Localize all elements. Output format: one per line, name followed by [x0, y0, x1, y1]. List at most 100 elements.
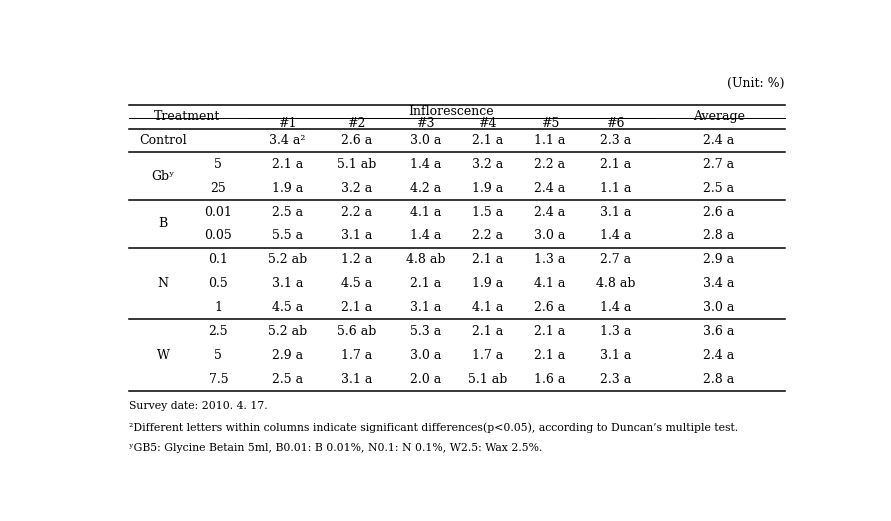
Text: 2.5 a: 2.5 a — [272, 373, 303, 386]
Text: 2.4 a: 2.4 a — [703, 349, 735, 362]
Text: 2.6 a: 2.6 a — [703, 206, 735, 218]
Text: Average: Average — [693, 110, 745, 123]
Text: 1.3 a: 1.3 a — [535, 253, 566, 266]
Text: #2: #2 — [347, 117, 365, 130]
Text: 2.3 a: 2.3 a — [600, 134, 631, 147]
Text: 5.2 ab: 5.2 ab — [268, 253, 307, 266]
Text: 1.1 a: 1.1 a — [600, 182, 631, 195]
Text: 1.4 a: 1.4 a — [410, 158, 441, 171]
Text: Survey date: 2010. 4. 17.: Survey date: 2010. 4. 17. — [128, 401, 267, 411]
Text: ²Different letters within columns indicate significant differences(p<0.05), acco: ²Different letters within columns indica… — [128, 422, 738, 432]
Text: 2.8 a: 2.8 a — [703, 229, 735, 242]
Text: 1.5 a: 1.5 a — [472, 206, 503, 218]
Text: #1: #1 — [278, 117, 297, 130]
Text: 2.1 a: 2.1 a — [535, 349, 566, 362]
Text: 0.1: 0.1 — [208, 253, 228, 266]
Text: 2.1 a: 2.1 a — [600, 158, 631, 171]
Text: 2.2 a: 2.2 a — [472, 229, 503, 242]
Text: 2.1 a: 2.1 a — [472, 325, 503, 338]
Text: 2.1 a: 2.1 a — [410, 277, 441, 290]
Text: 3.6 a: 3.6 a — [703, 325, 735, 338]
Text: 2.2 a: 2.2 a — [535, 158, 566, 171]
Text: 2.9 a: 2.9 a — [704, 253, 734, 266]
Text: 1.3 a: 1.3 a — [600, 325, 631, 338]
Text: 2.7 a: 2.7 a — [704, 158, 734, 171]
Text: #3: #3 — [416, 117, 435, 130]
Text: 3.1 a: 3.1 a — [600, 349, 631, 362]
Text: #6: #6 — [606, 117, 625, 130]
Text: 3.1 a: 3.1 a — [410, 301, 441, 314]
Text: 4.2 a: 4.2 a — [410, 182, 441, 195]
Text: 1.4 a: 1.4 a — [410, 229, 441, 242]
Text: B: B — [159, 217, 168, 230]
Text: 0.05: 0.05 — [205, 229, 233, 242]
Text: Gbʸ: Gbʸ — [151, 170, 175, 183]
Text: 7.5: 7.5 — [208, 373, 228, 386]
Text: 5: 5 — [215, 158, 223, 171]
Text: ʸGB5: Glycine Betain 5ml, B0.01: B 0.01%, N0.1: N 0.1%, W2.5: Wax 2.5%.: ʸGB5: Glycine Betain 5ml, B0.01: B 0.01%… — [128, 443, 542, 453]
Text: 2.0 a: 2.0 a — [410, 373, 441, 386]
Text: 2.8 a: 2.8 a — [703, 373, 735, 386]
Text: 1.4 a: 1.4 a — [600, 301, 631, 314]
Text: 1.7 a: 1.7 a — [472, 349, 503, 362]
Text: 1: 1 — [215, 301, 223, 314]
Text: 3.1 a: 3.1 a — [272, 277, 303, 290]
Text: 5.6 ab: 5.6 ab — [337, 325, 376, 338]
Text: 4.5 a: 4.5 a — [272, 301, 303, 314]
Text: 4.8 ab: 4.8 ab — [405, 253, 446, 266]
Text: 25: 25 — [210, 182, 226, 195]
Text: 1.4 a: 1.4 a — [600, 229, 631, 242]
Text: 3.2 a: 3.2 a — [341, 182, 372, 195]
Text: 1.9 a: 1.9 a — [472, 182, 503, 195]
Text: 2.2 a: 2.2 a — [341, 206, 372, 218]
Text: 1.6 a: 1.6 a — [535, 373, 566, 386]
Text: 2.1 a: 2.1 a — [472, 134, 503, 147]
Text: 3.0 a: 3.0 a — [703, 301, 735, 314]
Text: N: N — [158, 277, 168, 290]
Text: 0.5: 0.5 — [208, 277, 228, 290]
Text: 2.4 a: 2.4 a — [535, 206, 566, 218]
Text: 3.1 a: 3.1 a — [600, 206, 631, 218]
Text: 2.6 a: 2.6 a — [535, 301, 566, 314]
Text: 3.4 a: 3.4 a — [703, 277, 735, 290]
Text: 1.1 a: 1.1 a — [535, 134, 566, 147]
Text: 3.1 a: 3.1 a — [341, 373, 372, 386]
Text: Control: Control — [139, 134, 187, 147]
Text: 2.1 a: 2.1 a — [272, 158, 303, 171]
Text: 2.1 a: 2.1 a — [472, 253, 503, 266]
Text: 3.0 a: 3.0 a — [410, 134, 441, 147]
Text: 2.3 a: 2.3 a — [600, 373, 631, 386]
Text: 2.4 a: 2.4 a — [535, 182, 566, 195]
Text: 0.01: 0.01 — [204, 206, 233, 218]
Text: 2.5 a: 2.5 a — [272, 206, 303, 218]
Text: 5.1 ab: 5.1 ab — [468, 373, 507, 386]
Text: Treatment: Treatment — [154, 110, 220, 123]
Text: (Unit: %): (Unit: %) — [727, 77, 785, 90]
Text: 4.1 a: 4.1 a — [535, 277, 566, 290]
Text: 2.7 a: 2.7 a — [600, 253, 631, 266]
Text: 5.3 a: 5.3 a — [410, 325, 441, 338]
Text: 2.1 a: 2.1 a — [535, 325, 566, 338]
Text: 4.5 a: 4.5 a — [341, 277, 372, 290]
Text: 4.8 ab: 4.8 ab — [596, 277, 635, 290]
Text: 2.1 a: 2.1 a — [341, 301, 372, 314]
Text: 5: 5 — [215, 349, 223, 362]
Text: 3.2 a: 3.2 a — [472, 158, 503, 171]
Text: 4.1 a: 4.1 a — [472, 301, 503, 314]
Text: 3.0 a: 3.0 a — [410, 349, 441, 362]
Text: 5.1 ab: 5.1 ab — [337, 158, 376, 171]
Text: #4: #4 — [478, 117, 497, 130]
Text: 4.1 a: 4.1 a — [410, 206, 441, 218]
Text: 5.2 ab: 5.2 ab — [268, 325, 307, 338]
Text: #5: #5 — [541, 117, 559, 130]
Text: 2.5 a: 2.5 a — [704, 182, 734, 195]
Text: 2.9 a: 2.9 a — [272, 349, 303, 362]
Text: Inflorescence: Inflorescence — [409, 105, 495, 118]
Text: W: W — [157, 349, 169, 362]
Text: 5.5 a: 5.5 a — [272, 229, 303, 242]
Text: 3.4 a²: 3.4 a² — [269, 134, 306, 147]
Text: 1.9 a: 1.9 a — [472, 277, 503, 290]
Text: 2.6 a: 2.6 a — [341, 134, 372, 147]
Text: 3.1 a: 3.1 a — [341, 229, 372, 242]
Text: 3.0 a: 3.0 a — [535, 229, 566, 242]
